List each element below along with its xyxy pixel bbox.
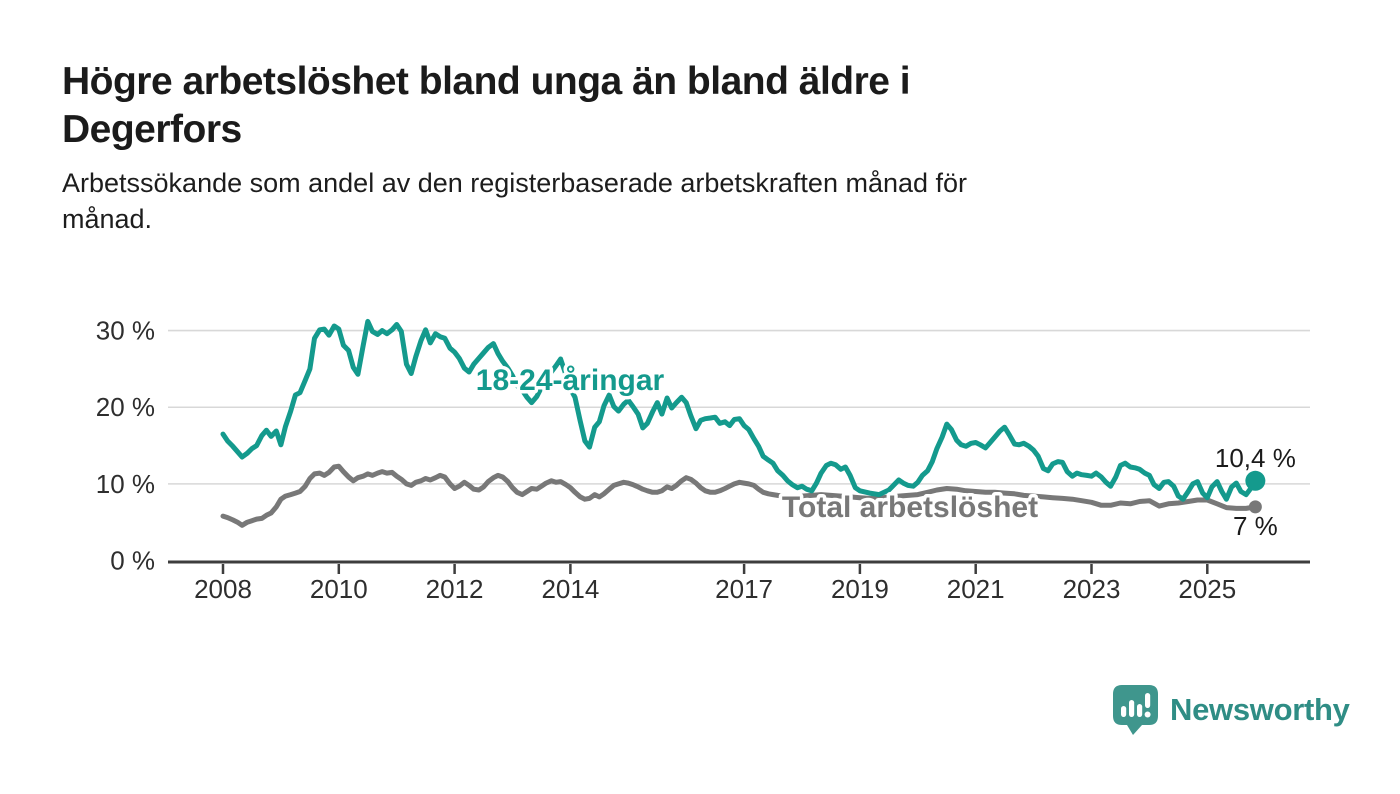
subtitle-line-1: Arbetssökande som andel av den registerb… (62, 168, 968, 198)
title-line-2: Degerfors (62, 107, 242, 151)
x-tick-label: 2014 (541, 574, 599, 604)
series-label-total: Total arbetslöshet (782, 491, 1038, 524)
end-dot-total (1248, 500, 1262, 514)
logo-text: Newsworthy (1170, 692, 1350, 727)
page-title: Högre arbetslöshet bland unga än bland ä… (62, 58, 911, 153)
logo-pin-shape (1113, 685, 1158, 735)
y-tick-label: 20 % (96, 392, 155, 422)
y-tick-label: 10 % (96, 469, 155, 499)
x-tick-label: 2021 (947, 574, 1005, 604)
y-tick-label: 30 % (96, 316, 155, 346)
page-subtitle: Arbetssökande som andel av den registerb… (62, 166, 967, 237)
title-line-1: Högre arbetslöshet bland unga än bland ä… (62, 60, 911, 103)
x-tick-label: 2019 (831, 574, 889, 604)
subtitle-line-2: månad. (62, 203, 153, 234)
series-lines-group (220, 318, 1258, 528)
logo-bar-1 (1121, 706, 1127, 717)
series-line-total (220, 463, 1258, 528)
end-value-label-young: 10,4 % (1215, 443, 1296, 473)
newsworthy-pin-bar-chart-icon (1113, 685, 1158, 735)
series-label-18-24: 18-24-åringar (476, 364, 665, 397)
logo-bar-2 (1129, 700, 1135, 717)
end-annotations-group: 7 % 10,4 % (1215, 443, 1296, 541)
x-tick-label: 2023 (1063, 574, 1121, 604)
gridlines-group: 0 % 10 % 20 % 30 % (96, 316, 1310, 576)
y-tick-label: 0 % (110, 546, 155, 576)
series-line-young (220, 318, 1258, 502)
x-tick-label: 2008 (194, 574, 252, 604)
x-tick-label: 2010 (310, 574, 368, 604)
x-tick-label: 2017 (715, 574, 773, 604)
x-tick-label: 2025 (1178, 574, 1236, 604)
logo-exclamation-dot (1144, 711, 1151, 718)
newsworthy-logo: Newsworthy (1112, 684, 1350, 736)
logo-exclamation-bar (1145, 693, 1151, 708)
logo-bar-3 (1137, 704, 1143, 717)
x-tick-label: 2012 (426, 574, 484, 604)
x-axis-group: 2008 2010 2012 2014 2017 2019 2021 2023 2025 (168, 560, 1310, 604)
end-dot-young (1245, 470, 1266, 491)
end-value-label-total: 7 % (1233, 511, 1278, 541)
